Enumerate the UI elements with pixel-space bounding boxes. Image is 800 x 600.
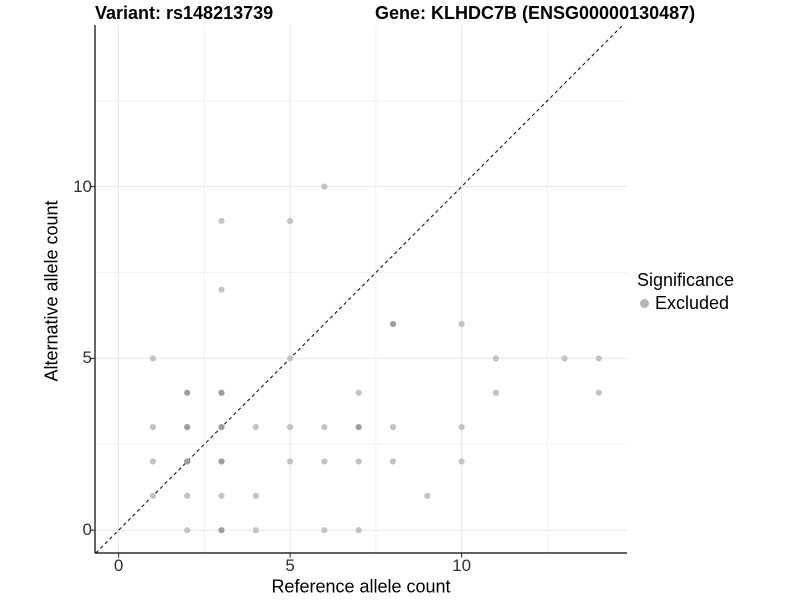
data-point <box>218 492 225 499</box>
excluded-point-swatch-icon <box>640 299 649 308</box>
data-point <box>287 458 294 465</box>
data-point <box>149 492 156 499</box>
data-point <box>389 424 397 431</box>
identity-line <box>95 24 624 554</box>
data-point <box>184 458 191 465</box>
variant-title: Variant: rs148213739 <box>95 3 274 23</box>
data-point <box>458 320 465 328</box>
data-point <box>218 389 225 396</box>
data-point <box>287 424 294 431</box>
data-point <box>252 424 259 431</box>
y-tick-label: 0 <box>82 520 92 540</box>
data-point <box>389 320 397 328</box>
x-tick-label: 5 <box>285 556 295 575</box>
data-point <box>287 355 294 362</box>
legend: Significance Excluded <box>637 270 734 314</box>
data-point <box>355 527 362 534</box>
data-point <box>355 389 362 396</box>
data-point <box>252 492 259 499</box>
data-point <box>218 458 225 465</box>
data-point <box>355 458 362 465</box>
data-point <box>424 492 431 499</box>
data-point <box>355 424 362 431</box>
data-point <box>184 389 191 396</box>
data-point <box>321 424 328 431</box>
data-point <box>149 458 156 465</box>
data-point <box>218 527 225 534</box>
data-point <box>287 217 294 225</box>
x-axis-label: Reference allele count <box>271 576 451 597</box>
legend-title: Significance <box>637 270 735 290</box>
data-point <box>149 424 156 431</box>
x-tick-label: 10 <box>452 556 472 575</box>
data-point <box>252 527 259 534</box>
data-point <box>561 355 568 362</box>
data-point <box>321 527 328 534</box>
legend-item-excluded: Excluded <box>637 293 734 314</box>
data-point <box>389 458 397 465</box>
y-tick-label: 5 <box>82 348 92 368</box>
data-point <box>458 458 465 465</box>
data-point <box>218 424 225 431</box>
legend-item-label: Excluded <box>655 293 730 313</box>
gene-title: Gene: KLHDC7B (ENSG00000130487) <box>375 3 696 23</box>
data-point <box>184 424 191 431</box>
data-point <box>218 286 225 293</box>
data-point <box>321 183 328 190</box>
data-point <box>458 424 465 431</box>
data-point <box>492 389 499 396</box>
x-tick-label: 0 <box>113 556 124 575</box>
data-point <box>321 458 328 465</box>
data-point <box>595 355 602 362</box>
data-point <box>595 389 602 396</box>
data-point <box>218 217 225 225</box>
data-point <box>149 355 156 362</box>
data-point <box>184 492 191 499</box>
data-point <box>492 355 499 362</box>
y-tick-label: 10 <box>73 176 92 196</box>
data-point <box>184 527 191 534</box>
